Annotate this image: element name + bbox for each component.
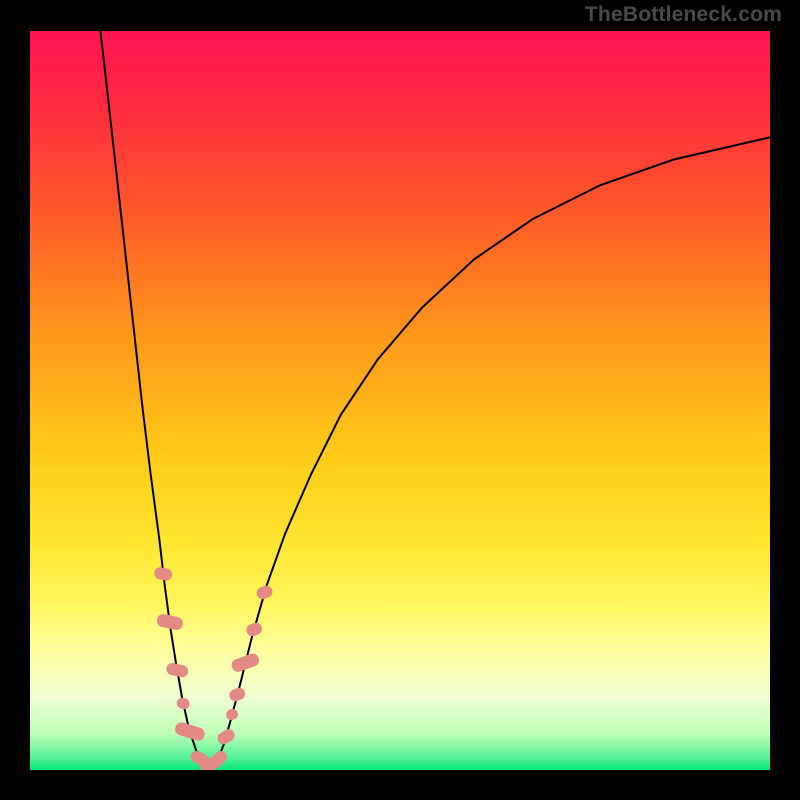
bottleneck-chart: TheBottleneck.com — [0, 0, 800, 800]
chart-svg — [0, 0, 800, 800]
watermark-label: TheBottleneck.com — [585, 3, 782, 27]
